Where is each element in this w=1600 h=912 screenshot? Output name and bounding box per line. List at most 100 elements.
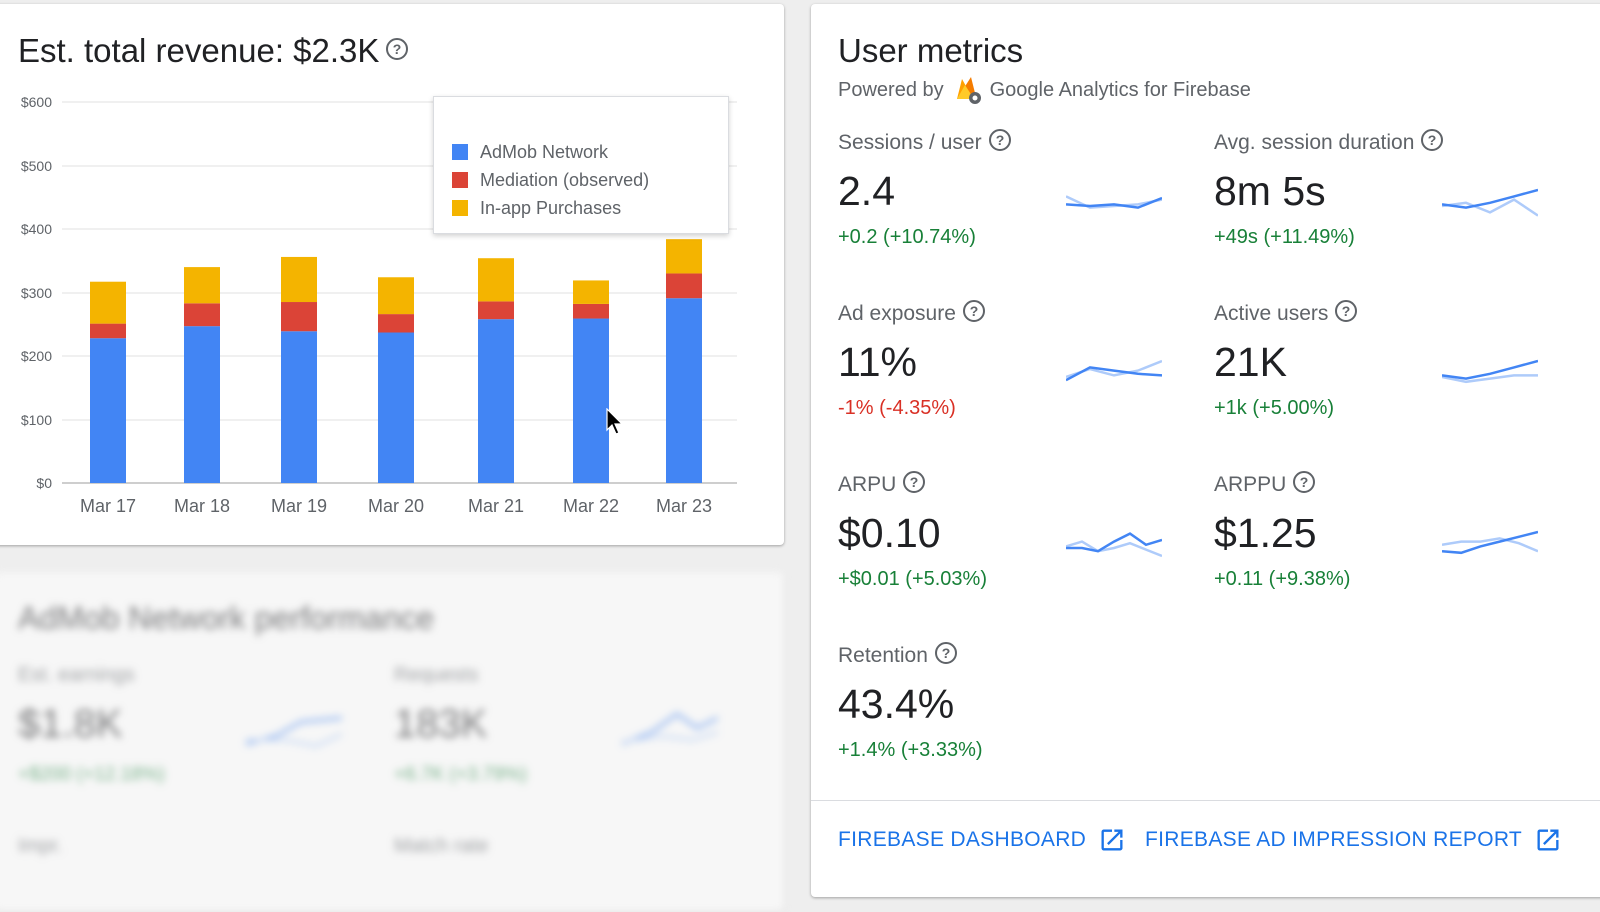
legend-label: AdMob Network <box>480 141 609 162</box>
bar-segment-admob-network[interactable] <box>378 332 414 483</box>
bar-segment-mediation-observed[interactable] <box>478 301 514 320</box>
metric-value: $0.10 <box>838 510 941 556</box>
svg-text:?: ? <box>393 41 402 57</box>
bar-segment-mediation-observed[interactable] <box>281 302 317 332</box>
bar-segment-mediation-observed[interactable] <box>573 303 609 319</box>
bar-segment-admob-network[interactable] <box>90 338 126 483</box>
bar-segment-admob-network[interactable] <box>281 331 317 483</box>
help-icon[interactable]: ? <box>988 128 1012 158</box>
metric-sparkline <box>1066 359 1162 382</box>
link-label: FIREBASE AD IMPRESSION REPORT <box>1145 828 1523 851</box>
bar-segment-admob-network[interactable] <box>666 298 702 483</box>
bar-segment-in-app-purchases[interactable] <box>281 256 317 303</box>
bar-segment-in-app-purchases[interactable] <box>90 281 126 324</box>
bar-segment-mediation-observed[interactable] <box>184 303 220 327</box>
help-icon[interactable]: ? <box>934 641 958 671</box>
metric-ad-exposure: Ad exposure? 11% -1% (-4.35%) <box>838 299 1178 449</box>
firebase-ad-impression-report-link[interactable]: FIREBASE AD IMPRESSION REPORT <box>1145 822 1562 858</box>
legend-item-in-app[interactable]: In-app Purchases <box>452 197 621 219</box>
metric-sessions-per-user: Sessions / user? 2.4 +0.2 (+10.74%) <box>838 128 1178 278</box>
bar-segment-in-app-purchases[interactable] <box>666 239 702 274</box>
sparkline-current-period <box>1066 366 1162 382</box>
help-icon[interactable]: ? <box>1420 128 1444 158</box>
admob-metric-label: Est. earnings <box>18 664 135 686</box>
open-in-new-icon <box>1537 829 1559 851</box>
help-icon[interactable]: ? <box>962 299 986 329</box>
sparkline-previous-period <box>1442 537 1538 553</box>
legend-swatch <box>452 200 468 216</box>
x-tick-label: Mar 23 <box>656 496 712 516</box>
admob-metric-value: 183K <box>394 702 488 746</box>
mouse-cursor-icon <box>606 408 624 435</box>
metric-sparkline <box>1066 195 1162 209</box>
sparkline-current-period <box>1066 196 1162 209</box>
firebase-dashboard-link[interactable]: FIREBASE DASHBOARD <box>838 822 1126 858</box>
metric-label: ARPPU? <box>1214 470 1316 500</box>
metric-arppu: ARPPU? $1.25 +0.11 (+9.38%) <box>1214 470 1554 620</box>
y-tick-label: $0 <box>36 475 52 491</box>
bar-segment-admob-network[interactable] <box>573 318 609 483</box>
svg-text:?: ? <box>995 132 1004 148</box>
svg-text:?: ? <box>910 474 919 490</box>
admob-metric-label: Impr. <box>18 835 63 857</box>
bar-segment-admob-network[interactable] <box>478 319 514 483</box>
legend-item-admob[interactable]: AdMob Network <box>452 141 608 163</box>
admob-metric-label: Requests <box>394 664 479 686</box>
bar-segment-in-app-purchases[interactable] <box>184 267 220 304</box>
firebase-logo-icon <box>956 77 981 104</box>
admob-metric-label: Match rate <box>394 835 489 857</box>
bar-segment-in-app-purchases[interactable] <box>478 258 514 302</box>
bar-segment-admob-network[interactable] <box>184 326 220 483</box>
metric-delta: +49s (+11.49%) <box>1214 226 1355 248</box>
metric-delta: +0.11 (+9.38%) <box>1214 568 1351 590</box>
admob-metric-delta: +6.7K (+3.79%) <box>394 764 528 785</box>
x-tick-label: Mar 19 <box>271 496 327 516</box>
metric-label: Sessions / user? <box>838 128 1012 158</box>
metric-label: ARPU? <box>838 470 926 500</box>
x-tick-label: Mar 18 <box>174 496 230 516</box>
metric-delta: +1.4% (+3.33%) <box>838 739 983 761</box>
sparkline-previous-period <box>1066 195 1162 209</box>
metric-avg-session-duration: Avg. session duration? 8m 5s +49s (+11.4… <box>1214 128 1554 278</box>
help-icon[interactable]: ? <box>902 470 926 500</box>
metric-label: Active users? <box>1214 299 1358 329</box>
x-tick-label: Mar 21 <box>468 496 524 516</box>
help-icon[interactable]: ? <box>1292 470 1316 500</box>
user-metrics-title: User metrics <box>838 32 1024 69</box>
metric-value: 21K <box>1214 339 1287 385</box>
y-tick-label: $100 <box>21 412 52 428</box>
x-tick-label: Mar 17 <box>80 496 136 516</box>
sparkline-previous-period <box>1442 198 1538 217</box>
card-divider <box>811 800 1600 801</box>
y-axis-ticks: $600 $500 $400 $300 $200 $100 $0 <box>21 94 52 491</box>
sparkline-previous-period <box>1442 374 1538 384</box>
legend-item-mediation[interactable]: Mediation (observed) <box>452 169 649 191</box>
bar-segment-mediation-observed[interactable] <box>378 314 414 333</box>
revenue-chart: $600 $500 $400 $300 $200 $100 $0 Mar 17 … <box>21 94 737 516</box>
help-icon[interactable]: ? <box>1334 299 1358 329</box>
y-tick-label: $400 <box>21 221 52 237</box>
metric-sparkline <box>1442 188 1538 217</box>
firebase-provider-label: Google Analytics for Firebase <box>989 78 1251 101</box>
metric-delta: -1% (-4.35%) <box>838 397 956 419</box>
metric-label: Avg. session duration? <box>1214 128 1444 158</box>
x-tick-label: Mar 20 <box>368 496 424 516</box>
bar-segment-mediation-observed[interactable] <box>90 323 126 339</box>
bar-segment-mediation-observed[interactable] <box>666 273 702 299</box>
metric-value: 8m 5s <box>1214 168 1326 214</box>
sparkline-current-period <box>1442 530 1538 555</box>
chart-bars <box>90 239 702 483</box>
bar-segment-in-app-purchases[interactable] <box>573 280 609 304</box>
metric-value: $1.25 <box>1214 510 1317 556</box>
admob-metric-value: $1.8K <box>18 702 123 746</box>
svg-text:?: ? <box>942 645 951 661</box>
bar-segment-in-app-purchases[interactable] <box>378 277 414 315</box>
svg-text:?: ? <box>1300 474 1309 490</box>
metric-active-users: Active users? 21K +1k (+5.00%) <box>1214 299 1554 449</box>
revenue-title: Est. total revenue: $2.3K? <box>18 32 409 70</box>
sparkline-current-period <box>1442 188 1538 209</box>
help-icon[interactable]: ? <box>385 31 409 69</box>
metric-value: 2.4 <box>838 168 895 214</box>
chart-legend: AdMob Network Mediation (observed) In-ap… <box>433 96 729 234</box>
metric-sparkline <box>1442 359 1538 384</box>
